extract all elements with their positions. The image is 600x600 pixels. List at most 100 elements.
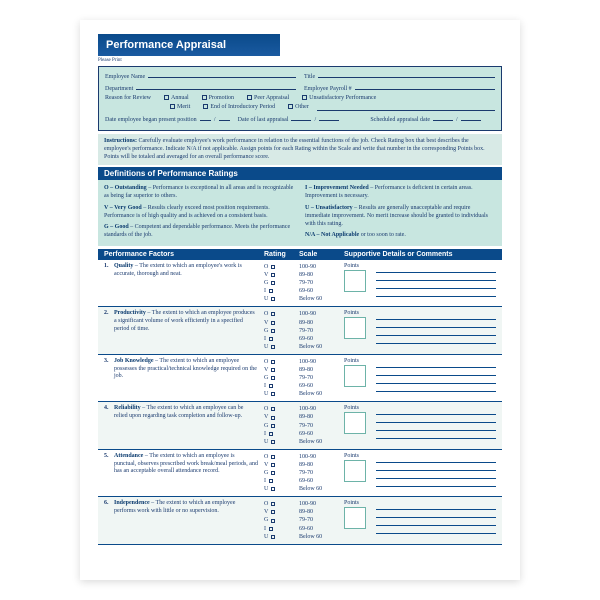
rating-checkbox[interactable]	[271, 416, 275, 420]
scale-column: 100-9089-8079-7069-60Below 60	[299, 358, 344, 398]
rating-checkbox[interactable]	[271, 281, 275, 285]
points-label: Points	[344, 405, 366, 411]
reason-unsat[interactable]: Unsatisfactory Performance	[297, 95, 376, 101]
rating-column: OVGIU	[264, 405, 299, 445]
rating-checkbox[interactable]	[269, 527, 273, 531]
reason-intro[interactable]: End of Introductory Period	[198, 104, 275, 111]
payroll-label: Employee Payroll #	[304, 86, 352, 92]
comment-lines[interactable]	[376, 312, 496, 344]
reason-peer[interactable]: Peer Appraisal	[242, 95, 289, 101]
rating-checkbox[interactable]	[271, 273, 275, 277]
date-sched-input[interactable]	[433, 114, 453, 121]
department-label: Department	[105, 86, 133, 92]
rating-checkbox[interactable]	[271, 519, 275, 523]
factor-description: Independence – The extent to which an em…	[114, 500, 264, 540]
rating-column: OVGIU	[264, 453, 299, 493]
points-input[interactable]	[344, 365, 366, 387]
factor-description: Job Knowledge – The extent to which an e…	[114, 358, 264, 398]
rating-checkbox[interactable]	[271, 407, 275, 411]
factor-row: 3.Job Knowledge – The extent to which an…	[98, 355, 502, 402]
factor-number: 3.	[104, 358, 114, 398]
comment-lines[interactable]	[376, 360, 496, 392]
reason-other[interactable]: Other	[283, 104, 309, 111]
employee-info-block: Employee Name Title Department Employee …	[98, 66, 502, 131]
title-input[interactable]	[318, 71, 495, 78]
rating-checkbox[interactable]	[271, 345, 275, 349]
department-input[interactable]	[136, 83, 296, 90]
points-input[interactable]	[344, 270, 366, 292]
rating-checkbox[interactable]	[271, 455, 275, 459]
scale-column: 100-9089-8079-7069-60Below 60	[299, 263, 344, 303]
factors-list: 1.Quality – The extent to which an emplo…	[98, 260, 502, 545]
rating-checkbox[interactable]	[271, 392, 275, 396]
rating-checkbox[interactable]	[271, 487, 275, 491]
employee-name-input[interactable]	[148, 71, 296, 78]
factor-row: 5.Attendance – The extent to which an em…	[98, 450, 502, 497]
rating-checkbox[interactable]	[271, 368, 275, 372]
rating-checkbox[interactable]	[271, 312, 275, 316]
rating-checkbox[interactable]	[271, 440, 275, 444]
comment-lines[interactable]	[376, 265, 496, 297]
rating-checkbox[interactable]	[271, 376, 275, 380]
date-sched-label: Scheduled appraisal date	[370, 117, 430, 123]
factor-number: 5.	[104, 453, 114, 493]
payroll-input[interactable]	[355, 83, 495, 90]
factor-description: Quality – The extent to which an employe…	[114, 263, 264, 303]
rating-column: OVGIU	[264, 263, 299, 303]
rating-checkbox[interactable]	[269, 479, 273, 483]
factor-number: 2.	[104, 310, 114, 350]
employee-name-label: Employee Name	[105, 74, 145, 80]
support-column: Points	[344, 263, 496, 303]
points-input[interactable]	[344, 507, 366, 529]
rating-checkbox[interactable]	[271, 535, 275, 539]
factor-row: 2.Productivity – The extent to which an …	[98, 307, 502, 354]
rating-checkbox[interactable]	[269, 432, 273, 436]
support-column: Points	[344, 500, 496, 540]
rating-checkbox[interactable]	[269, 337, 273, 341]
support-column: Points	[344, 453, 496, 493]
points-input[interactable]	[344, 460, 366, 482]
comment-lines[interactable]	[376, 407, 496, 439]
points-label: Points	[344, 358, 366, 364]
instructions-label: Instructions:	[104, 138, 137, 144]
rating-checkbox[interactable]	[271, 265, 275, 269]
reason-annual[interactable]: Annual	[159, 95, 189, 101]
date-last-input[interactable]	[291, 114, 311, 121]
instructions-text: Carefully evaluate employee's work perfo…	[104, 138, 485, 160]
factor-row: 4.Reliability – The extent to which an e…	[98, 402, 502, 449]
reason-promotion[interactable]: Promotion	[197, 95, 234, 101]
support-column: Points	[344, 310, 496, 350]
comment-lines[interactable]	[376, 502, 496, 534]
factor-number: 6.	[104, 500, 114, 540]
scale-column: 100-9089-8079-7069-60Below 60	[299, 310, 344, 350]
points-input[interactable]	[344, 412, 366, 434]
points-label: Points	[344, 263, 366, 269]
reason-other-input[interactable]	[317, 104, 495, 111]
rating-checkbox[interactable]	[271, 502, 275, 506]
rating-checkbox[interactable]	[271, 321, 275, 325]
appraisal-form: Performance Appraisal Please Print Emplo…	[80, 20, 520, 580]
rating-checkbox[interactable]	[271, 471, 275, 475]
rating-checkbox[interactable]	[271, 297, 275, 301]
date-began-label: Date employee began present position	[105, 117, 197, 123]
support-column: Points	[344, 405, 496, 445]
scale-column: 100-9089-8079-7069-60Below 60	[299, 405, 344, 445]
rating-checkbox[interactable]	[269, 384, 273, 388]
points-input[interactable]	[344, 317, 366, 339]
date-last-label: Date of last appraisal	[238, 117, 289, 123]
factor-description: Attendance – The extent to which an empl…	[114, 453, 264, 493]
rating-checkbox[interactable]	[271, 424, 275, 428]
comment-lines[interactable]	[376, 455, 496, 487]
support-column: Points	[344, 358, 496, 398]
definitions-block: O – Outstanding – Performance is excepti…	[98, 180, 502, 246]
rating-checkbox[interactable]	[269, 289, 273, 293]
rating-checkbox[interactable]	[271, 510, 275, 514]
rating-checkbox[interactable]	[271, 463, 275, 467]
factor-number: 4.	[104, 405, 114, 445]
please-print-label: Please Print	[98, 58, 502, 63]
rating-checkbox[interactable]	[271, 360, 275, 364]
date-began-input[interactable]	[200, 114, 211, 121]
reason-merit[interactable]: Merit	[165, 104, 190, 111]
rating-column: OVGIU	[264, 500, 299, 540]
rating-checkbox[interactable]	[271, 329, 275, 333]
